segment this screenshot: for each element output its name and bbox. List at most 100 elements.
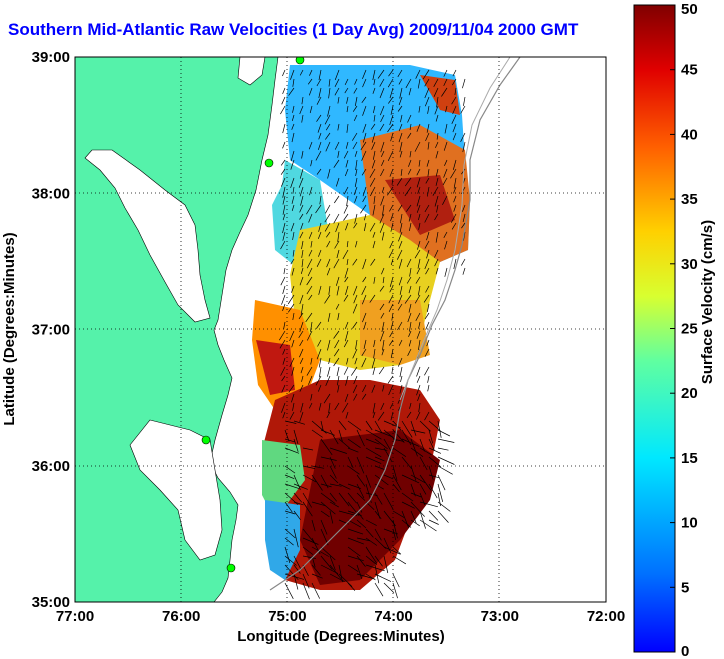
velocity-arrow <box>453 204 457 212</box>
velocity-arrow <box>293 483 308 490</box>
velocity-arrow <box>345 159 349 168</box>
velocity-arrow <box>383 492 394 510</box>
velocity-arrow <box>410 492 422 498</box>
velocity-arrow <box>436 132 439 140</box>
velocity-arrow <box>392 474 402 491</box>
velocity-arrow <box>460 258 466 266</box>
velocity-arrow <box>415 276 421 284</box>
velocity-arrow <box>419 474 432 491</box>
velocity-arrow <box>355 168 358 176</box>
velocity-arrow <box>424 348 430 357</box>
colorbar-tick-label: 5 <box>681 579 689 596</box>
velocity-arrow <box>356 501 363 513</box>
velocity-arrow <box>329 429 339 445</box>
velocity-arrow <box>299 213 304 220</box>
velocity-arrow <box>443 168 448 178</box>
velocity-arrow <box>373 195 376 204</box>
velocity-arrow <box>280 240 286 250</box>
velocity-arrow <box>437 483 444 502</box>
velocity-arrow <box>299 69 304 76</box>
velocity-arrow <box>444 240 448 250</box>
velocity-arrow <box>410 519 420 527</box>
velocity-arrow <box>416 411 421 420</box>
velocity-arrow <box>445 105 448 113</box>
velocity-arrow <box>383 537 392 554</box>
velocity-arrow <box>462 141 466 153</box>
x-tick-label: 75:00 <box>268 608 306 625</box>
velocity-arrow <box>436 204 439 213</box>
velocity-arrow <box>409 123 412 131</box>
velocity-arrow <box>433 87 439 97</box>
velocity-arrow <box>383 528 399 535</box>
velocity-arrow <box>293 573 299 590</box>
velocity-arrow <box>388 294 394 304</box>
velocity-arrow <box>308 375 313 385</box>
velocity-arrow <box>365 492 378 497</box>
velocity-arrow <box>462 78 466 89</box>
velocity-arrow <box>400 168 403 176</box>
velocity-arrow <box>374 492 383 505</box>
velocity-arrow <box>392 465 398 481</box>
velocity-arrow <box>399 87 403 99</box>
velocity-arrow <box>389 204 394 212</box>
velocity-arrow <box>353 294 358 304</box>
velocity-arrow <box>311 429 323 438</box>
velocity-arrow <box>327 168 331 179</box>
velocity-arrow <box>336 375 340 386</box>
velocity-arrow <box>289 330 295 342</box>
velocity-arrow <box>343 294 349 302</box>
velocity-arrow <box>398 78 403 85</box>
velocity-arrow <box>410 474 426 484</box>
velocity-arrow <box>437 420 442 438</box>
velocity-arrow <box>311 573 323 579</box>
velocity-arrow <box>380 312 385 319</box>
velocity-arrow <box>301 249 304 258</box>
velocity-arrow <box>283 321 286 330</box>
velocity-arrow <box>442 195 448 205</box>
bathymetry-contour <box>269 57 521 591</box>
velocity-arrow <box>381 231 385 241</box>
velocity-arrow <box>428 456 442 468</box>
velocity-arrow <box>416 195 421 207</box>
velocity-arrow <box>416 168 421 176</box>
velocity-arrow <box>389 330 394 338</box>
velocity-arrow <box>291 339 295 348</box>
velocity-arrow <box>329 465 337 479</box>
velocity-arrow <box>345 141 349 149</box>
velocity-arrow <box>356 483 365 499</box>
velocity-arrow <box>365 528 374 538</box>
velocity-arrow <box>299 105 304 115</box>
velocity-arrow <box>434 249 439 258</box>
velocity-arrow <box>414 141 421 152</box>
velocity-arrow <box>432 186 439 196</box>
velocity-arrow <box>292 105 295 113</box>
velocity-arrow <box>427 168 430 177</box>
velocity-arrow <box>435 114 439 122</box>
velocity-arrow <box>333 348 340 357</box>
velocity-arrow <box>406 204 412 212</box>
velocity-arrow <box>284 537 294 546</box>
velocity-arrow <box>318 132 322 140</box>
velocity-arrow <box>316 114 322 122</box>
velocity-arrow <box>441 87 448 97</box>
velocity-arrow <box>390 105 394 115</box>
velocity-arrow <box>345 411 349 419</box>
velocity-arrow <box>320 564 339 574</box>
velocity-arrow <box>362 132 367 143</box>
velocity-arrow <box>425 321 430 330</box>
velocity-arrow <box>347 582 356 591</box>
velocity-arrow <box>401 474 420 484</box>
velocity-arrow <box>302 582 310 600</box>
velocity-arrow <box>290 222 295 232</box>
velocity-arrow <box>401 420 413 438</box>
velocity-arrow <box>291 114 295 121</box>
velocity-arrow <box>309 186 313 196</box>
velocity-arrow <box>379 285 385 292</box>
velocity-arrow <box>390 132 394 142</box>
velocity-arrow <box>377 69 385 79</box>
velocity-arrow <box>396 249 403 260</box>
velocity-arrow <box>428 420 441 431</box>
velocity-arrow <box>326 240 331 248</box>
velocity-arrow <box>320 483 332 488</box>
